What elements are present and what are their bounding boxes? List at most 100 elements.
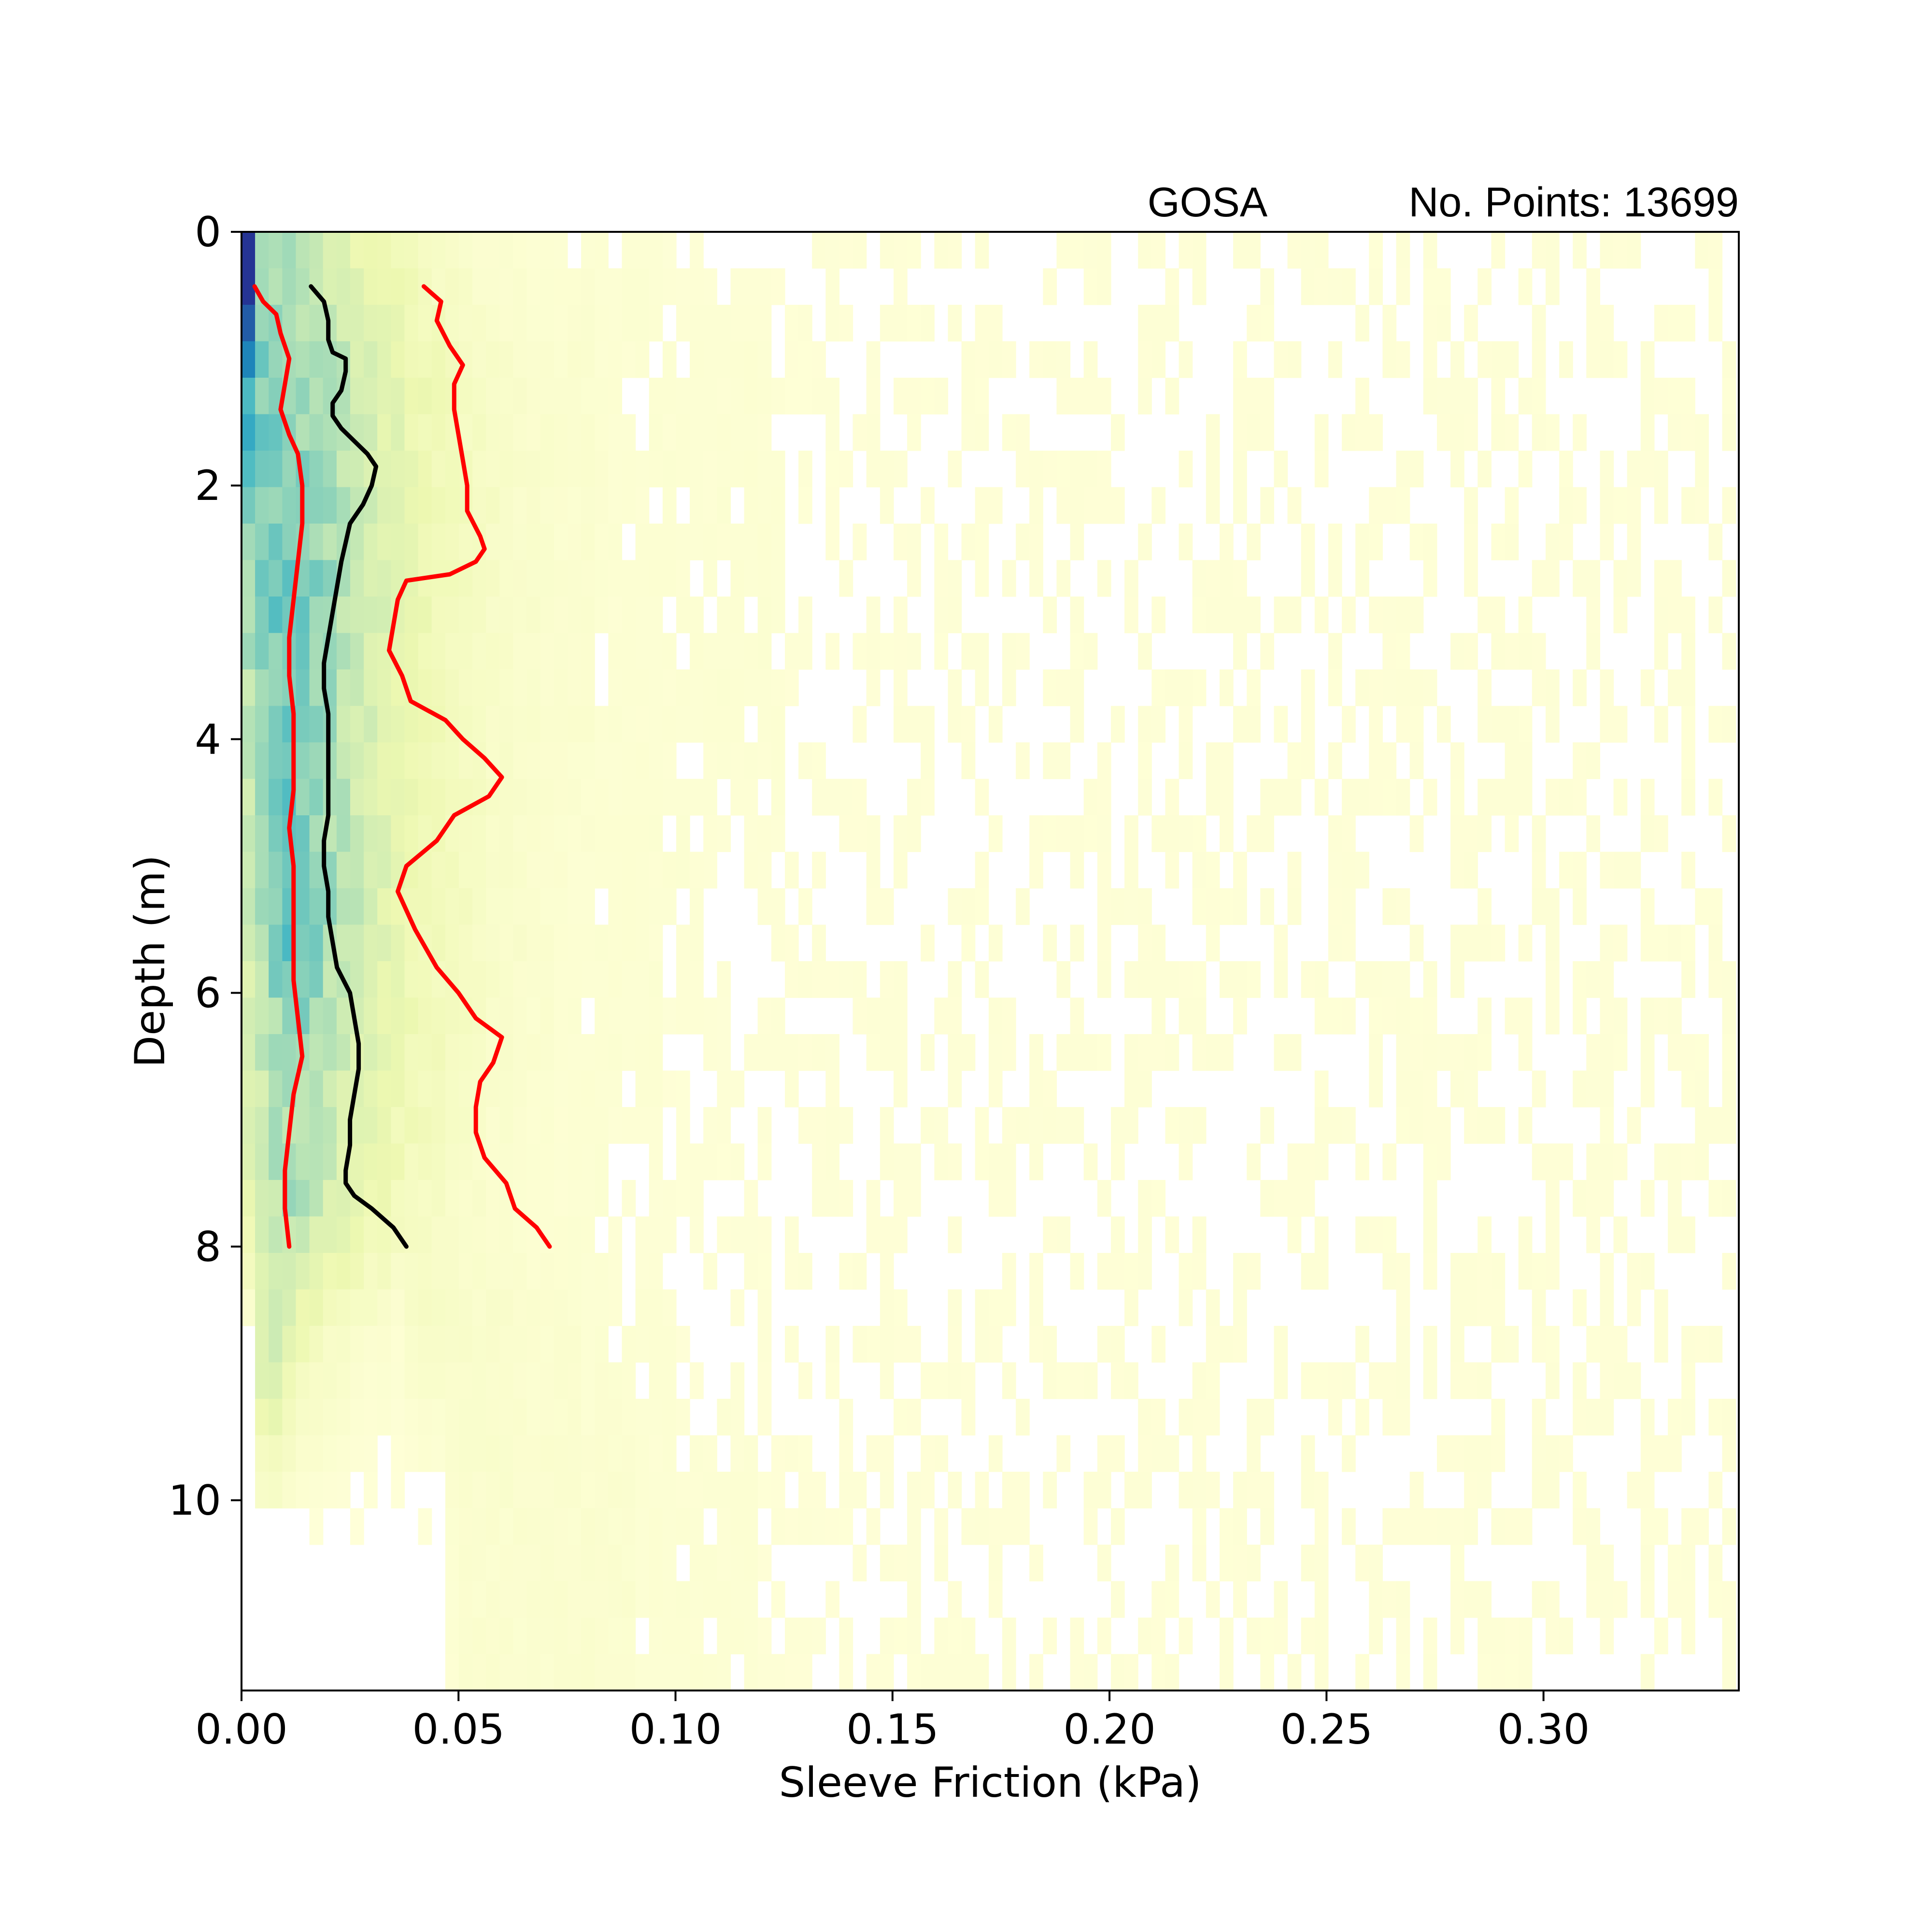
heatmap-cell: [1654, 451, 1668, 488]
heatmap-cell: [1640, 1581, 1655, 1618]
heatmap-cell: [595, 1545, 609, 1582]
heatmap-cell: [1220, 961, 1234, 998]
heatmap-cell: [1220, 1545, 1234, 1582]
heatmap-cell: [934, 1654, 949, 1691]
heatmap-cell: [649, 305, 663, 342]
heatmap-cell: [894, 1618, 908, 1655]
heatmap-cell: [486, 597, 500, 634]
heatmap-cell: [568, 268, 582, 305]
heatmap-cell: [1396, 779, 1410, 816]
heatmap-cell: [296, 742, 310, 780]
heatmap-cell: [1301, 1362, 1315, 1399]
heatmap-cell: [568, 924, 582, 962]
heatmap-cell: [323, 268, 337, 305]
heatmap-cell: [934, 378, 949, 415]
heatmap-cell: [676, 1618, 690, 1655]
heatmap-cell: [540, 1326, 554, 1363]
heatmap-cell: [1274, 1034, 1288, 1071]
heatmap-cell: [703, 1435, 717, 1472]
heatmap-cell: [662, 997, 677, 1035]
heatmap-cell: [649, 1399, 663, 1436]
heatmap-cell: [499, 706, 514, 743]
heatmap-cell: [1179, 1253, 1193, 1290]
heatmap-cell: [1532, 305, 1546, 342]
heatmap-cell: [1600, 1107, 1614, 1144]
heatmap-cell: [1532, 232, 1546, 269]
heatmap-cell: [513, 815, 527, 852]
heatmap-cell: [1029, 1545, 1043, 1582]
heatmap-cell: [1640, 1070, 1655, 1108]
heatmap-cell: [635, 341, 650, 378]
heatmap-cell: [757, 1289, 772, 1326]
heatmap-cell: [1382, 1253, 1397, 1290]
heatmap-cell: [1613, 232, 1628, 269]
heatmap-cell: [1124, 815, 1138, 852]
heatmap-cell: [1722, 706, 1736, 743]
heatmap-cell: [350, 1362, 364, 1399]
heatmap-cell: [635, 888, 650, 925]
heatmap-cell: [690, 1362, 704, 1399]
heatmap-cell: [649, 1545, 663, 1582]
heatmap-cell: [635, 1034, 650, 1071]
heatmap-cell: [581, 378, 595, 415]
heatmap-cell: [1640, 1253, 1655, 1290]
heatmap-cell: [309, 414, 324, 451]
heatmap-cell: [309, 1435, 324, 1472]
heatmap-cell: [1260, 1399, 1274, 1436]
heatmap-cell: [1409, 1107, 1424, 1144]
heatmap-cell: [1029, 341, 1043, 378]
heatmap-cell: [1206, 414, 1220, 451]
heatmap-cell: [296, 232, 310, 269]
heatmap-cell: [255, 378, 269, 415]
heatmap-cell: [894, 305, 908, 342]
heatmap-cell: [1695, 1107, 1709, 1144]
heatmap-cell: [1532, 815, 1546, 852]
heatmap-cell: [364, 852, 378, 889]
heatmap-cell: [1518, 1034, 1533, 1071]
heatmap-cell: [1247, 1253, 1261, 1290]
heatmap-cell: [323, 1362, 337, 1399]
heatmap-cell: [364, 1326, 378, 1363]
heatmap-cell: [1437, 1107, 1451, 1144]
heatmap-cell: [839, 1180, 853, 1217]
heatmap-cell: [1165, 1034, 1179, 1071]
heatmap-cell: [1640, 888, 1655, 925]
heatmap-cell: [323, 1070, 337, 1108]
heatmap-cell: [1464, 414, 1478, 451]
heatmap-cell: [1464, 1034, 1478, 1071]
heatmap-cell: [1165, 1545, 1179, 1582]
heatmap-cell: [554, 669, 568, 707]
heatmap-cell: [255, 1472, 269, 1509]
heatmap-cell: [662, 742, 677, 780]
heatmap-cell: [323, 997, 337, 1035]
heatmap-cell: [499, 1581, 514, 1618]
heatmap-cell: [1450, 378, 1464, 415]
heatmap-cell: [540, 1253, 554, 1290]
heatmap-cell: [757, 1472, 772, 1509]
heatmap-cell: [880, 1654, 894, 1691]
heatmap-cell: [540, 1618, 554, 1655]
heatmap-cell: [1016, 451, 1030, 488]
heatmap-cell: [1613, 924, 1628, 962]
heatmap-cell: [690, 451, 704, 488]
heatmap-cell: [499, 1143, 514, 1180]
heatmap-cell: [798, 633, 812, 670]
heatmap-cell: [431, 924, 446, 962]
heatmap-cell: [662, 1508, 677, 1545]
heatmap-cell: [907, 414, 921, 451]
heatmap-cell: [445, 524, 459, 561]
heatmap-cell: [486, 1362, 500, 1399]
heatmap-cell: [730, 1143, 745, 1180]
heatmap-cell: [1600, 341, 1614, 378]
heatmap-cell: [499, 1216, 514, 1253]
heatmap-cell: [1423, 997, 1437, 1035]
heatmap-cell: [1111, 1362, 1125, 1399]
heatmap-cell: [554, 1581, 568, 1618]
heatmap-cell: [1586, 341, 1600, 378]
heatmap-cell: [568, 414, 582, 451]
heatmap-cell: [309, 524, 324, 561]
heatmap-cell: [1260, 779, 1274, 816]
heatmap-cell: [744, 1508, 758, 1545]
heatmap-cell: [445, 1545, 459, 1582]
heatmap-cell: [798, 1508, 812, 1545]
